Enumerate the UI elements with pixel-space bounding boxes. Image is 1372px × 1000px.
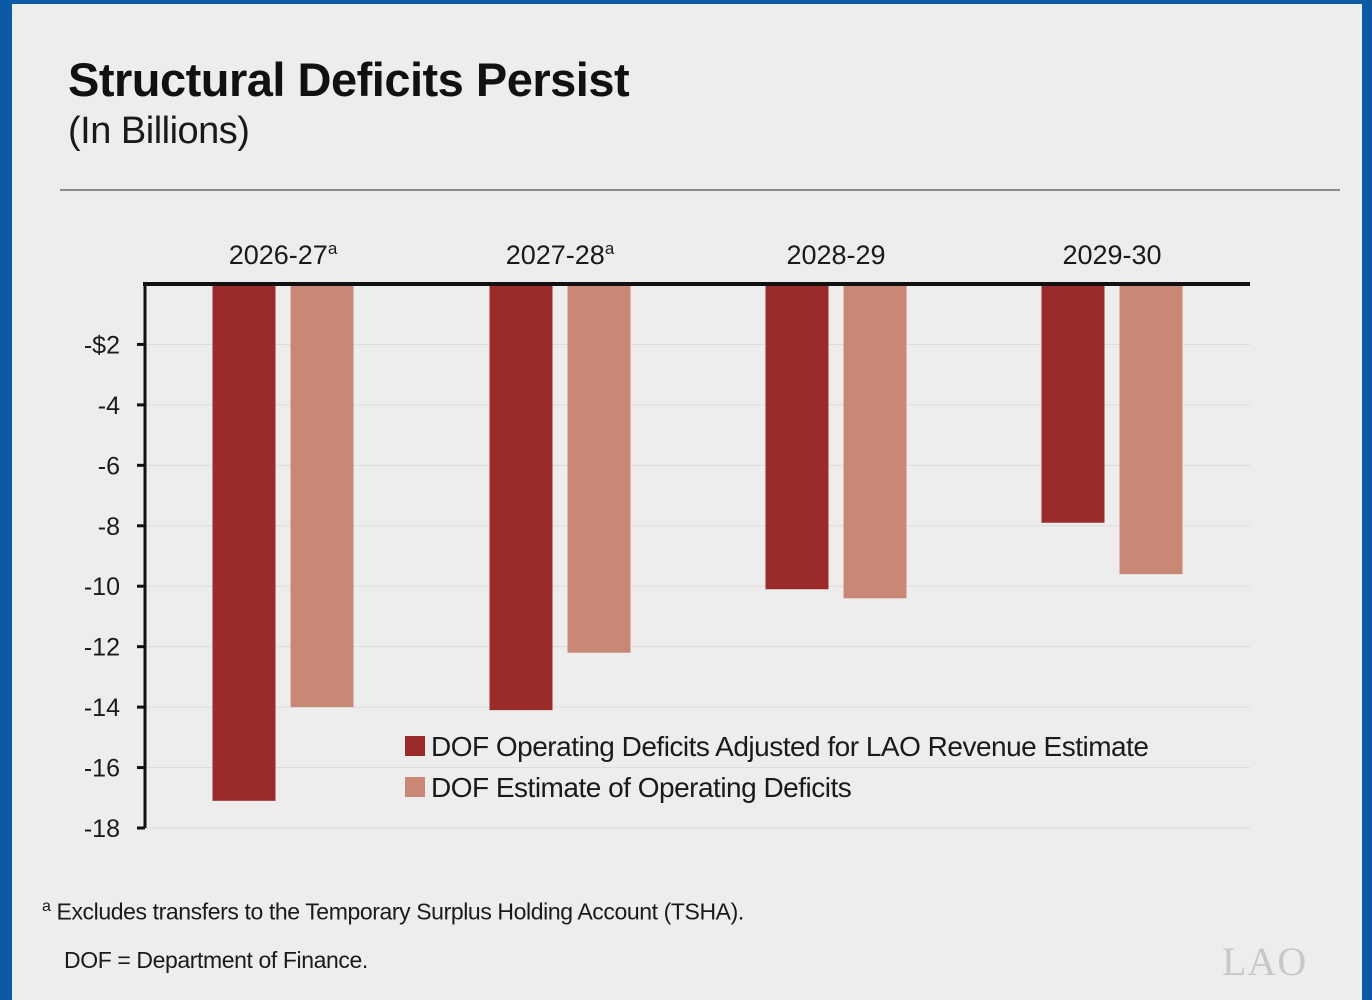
title-divider: [60, 189, 1340, 191]
x-tick-label: 2026-27a: [229, 239, 338, 270]
y-tick-label: -12: [84, 634, 120, 662]
legend-label: DOF Estimate of Operating Deficits: [431, 772, 851, 803]
lao-logo: LAO: [1222, 939, 1308, 984]
bar: [1041, 284, 1105, 523]
footnote-a-text: Excludes transfers to the Temporary Surp…: [56, 898, 745, 925]
bar: [290, 284, 354, 708]
bar: [765, 284, 829, 590]
y-tick-label: -6: [98, 452, 120, 480]
y-tick-label: -14: [84, 694, 120, 722]
y-tick-label: -10: [84, 573, 120, 601]
bar: [843, 284, 907, 599]
x-tick-footnote-mark: a: [328, 239, 338, 258]
x-tick-label: 2027-28a: [506, 239, 615, 270]
legend-label: DOF Operating Deficits Adjusted for LAO …: [431, 731, 1148, 762]
x-tick-label: 2029-30: [1062, 240, 1161, 270]
y-tick-label: -16: [84, 755, 120, 783]
footnote-a: a Excludes transfers to the Temporary Su…: [42, 898, 744, 926]
x-tick-footnote-mark: a: [605, 239, 615, 258]
y-tick-label: -8: [98, 513, 120, 541]
footnote-dof-text: DOF = Department of Finance.: [64, 947, 368, 973]
footnote-mark: a: [42, 898, 51, 915]
chart-subtitle: (In Billions): [68, 110, 250, 152]
legend-swatch: [405, 736, 425, 756]
bar: [212, 284, 276, 801]
bar: [1119, 284, 1183, 575]
y-tick-label: -$2: [84, 331, 120, 359]
legend-swatch: [405, 777, 425, 797]
chart-title: Structural Deficits Persist: [68, 53, 630, 106]
y-tick-label: -18: [84, 815, 120, 843]
footnote-dof: DOF = Department of Finance.: [64, 947, 368, 974]
y-tick-label: -4: [98, 392, 120, 420]
bar: [489, 284, 553, 711]
bar: [567, 284, 631, 653]
x-tick-label: 2028-29: [786, 240, 885, 270]
